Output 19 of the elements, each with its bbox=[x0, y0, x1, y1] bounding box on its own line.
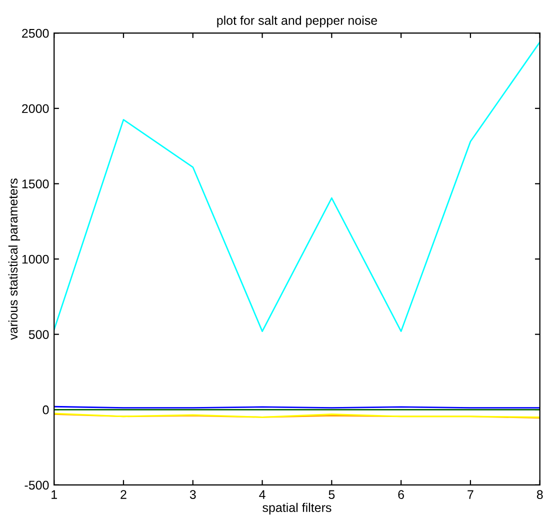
y-tick-label: 1000 bbox=[22, 254, 49, 264]
line-series bbox=[54, 41, 540, 332]
y-tick-label: 1500 bbox=[22, 180, 49, 188]
x-axis-title: spatial filters bbox=[262, 502, 332, 514]
x-tick-label: 4 bbox=[259, 490, 266, 499]
y-tick-label: 0 bbox=[42, 405, 49, 414]
x-tick-label: 7 bbox=[468, 490, 474, 499]
x-tick-label: 5 bbox=[328, 490, 335, 499]
x-tick-label: 6 bbox=[398, 490, 404, 499]
y-tick-label: -500 bbox=[24, 480, 49, 490]
x-tick-label: 2 bbox=[120, 490, 126, 499]
x-tick-label: 8 bbox=[536, 490, 543, 499]
x-tick-label: 3 bbox=[190, 490, 196, 499]
y-tick-label: 2000 bbox=[22, 104, 49, 114]
y-tick-label: 500 bbox=[28, 330, 49, 339]
y-axis-title: various statistical parameters bbox=[8, 178, 20, 340]
y-tick-label: 2500 bbox=[22, 28, 49, 38]
x-tick-label: 1 bbox=[52, 490, 57, 499]
chart-title: plot for salt and pepper noise bbox=[217, 16, 378, 28]
